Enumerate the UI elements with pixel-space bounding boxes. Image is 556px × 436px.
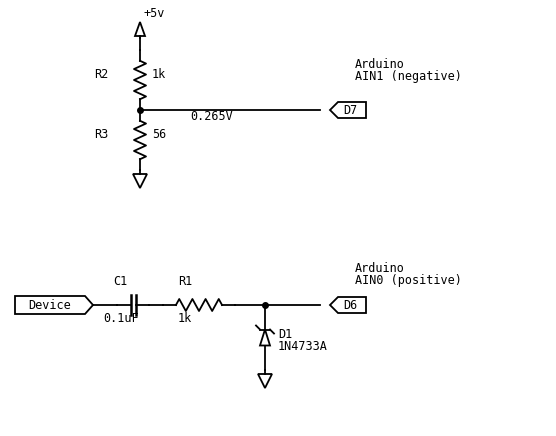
Text: AIN0 (positive): AIN0 (positive) (355, 274, 462, 287)
Text: 0.265V: 0.265V (190, 110, 233, 123)
Text: R1: R1 (178, 275, 192, 288)
Text: D6: D6 (343, 299, 357, 311)
Text: 1k: 1k (152, 68, 166, 81)
Text: +5v: +5v (144, 7, 165, 20)
Text: R2: R2 (94, 68, 108, 81)
Text: C1: C1 (113, 275, 127, 288)
Text: R3: R3 (94, 128, 108, 141)
Text: D7: D7 (343, 103, 357, 116)
Text: D1: D1 (278, 328, 292, 341)
Text: Device: Device (28, 299, 71, 311)
Text: 56: 56 (152, 128, 166, 141)
Text: 0.1uF: 0.1uF (103, 312, 138, 325)
Text: 1k: 1k (178, 312, 192, 325)
Text: Arduino: Arduino (355, 58, 405, 71)
Text: Arduino: Arduino (355, 262, 405, 275)
Text: AIN1 (negative): AIN1 (negative) (355, 70, 462, 83)
Text: 1N4733A: 1N4733A (278, 340, 328, 353)
